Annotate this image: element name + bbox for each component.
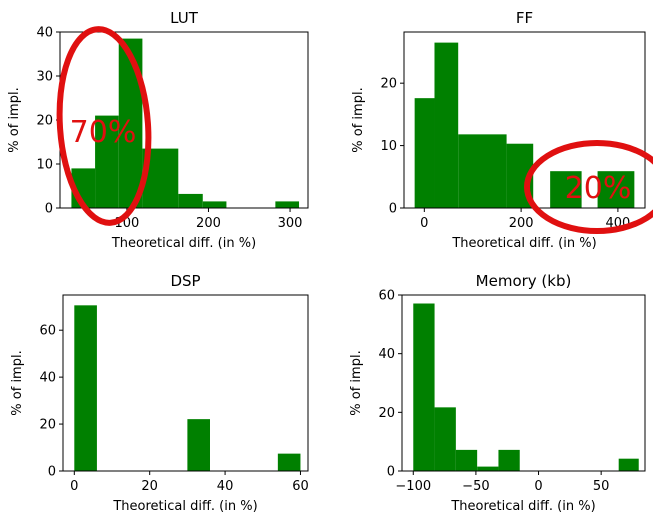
subplot-3: 0 20 40 60 0 20 40 60 DSP Theoretical diff. (in %… — [10, 272, 309, 514]
x-axis-label: Theoretical diff. (in %) — [111, 236, 256, 251]
y-tick-label: 10 — [380, 139, 397, 154]
x-tick-label: 0 — [420, 216, 428, 231]
y-tick-label: 40 — [378, 347, 395, 362]
subplot-title: FF — [516, 9, 533, 27]
histogram-bar — [414, 98, 435, 208]
annotation-circle — [524, 140, 653, 234]
histogram-bar — [618, 458, 639, 471]
subplot-title: LUT — [170, 9, 199, 27]
axes-frame — [401, 294, 646, 472]
x-tick-label: −100 — [395, 479, 431, 494]
x-axis-label: Theoretical diff. (in %) — [450, 499, 595, 514]
histogram-bar — [434, 42, 459, 209]
subplot-4: −100 −50 0 50 0 20 40 60 Memory (kb) Theoretical … — [349, 272, 646, 514]
x-tick-label: 20 — [141, 479, 158, 494]
y-tick-label: 60 — [378, 289, 395, 304]
y-tick-label: 20 — [36, 114, 53, 129]
y-tick-label: 10 — [36, 158, 53, 173]
x-tick-label: 200 — [509, 216, 534, 231]
histogram-bar — [187, 419, 210, 471]
x-tick-label: 200 — [196, 216, 221, 231]
y-tick-label: 40 — [39, 371, 56, 386]
histogram-bar — [434, 407, 456, 471]
histogram-bar — [477, 466, 499, 471]
x-tick-label: 0 — [534, 479, 542, 494]
x-tick-label: 300 — [278, 216, 303, 231]
y-tick-label: 30 — [36, 70, 53, 85]
histogram-bar — [413, 303, 435, 471]
y-axis-label: % of impl. — [349, 350, 364, 415]
y-tick-label: 60 — [39, 324, 56, 339]
y-tick-label: 0 — [387, 465, 395, 480]
y-tick-label: 20 — [39, 418, 56, 433]
y-tick-label: 20 — [378, 406, 395, 421]
x-axis-label: Theoretical diff. (in %) — [112, 499, 257, 514]
annotation-circle — [56, 26, 152, 226]
axes-frame — [403, 31, 646, 209]
histogram-bar — [458, 134, 507, 208]
histogram-bar — [455, 449, 478, 471]
histogram-bar — [95, 115, 119, 208]
subplot-title: Memory (kb) — [476, 272, 572, 290]
histogram-bar — [275, 201, 300, 208]
axes-frame — [62, 294, 309, 472]
y-axis-label: % of impl. — [351, 87, 366, 152]
y-tick-label: 0 — [389, 202, 397, 217]
subplot-title: DSP — [170, 272, 200, 290]
x-tick-label: 40 — [217, 479, 234, 494]
y-axis-label: % of impl. — [10, 350, 25, 415]
x-tick-label: −50 — [462, 479, 489, 494]
y-tick-label: 20 — [380, 77, 397, 92]
annotation-label: 70% — [70, 115, 137, 150]
histogram-bar — [498, 449, 520, 471]
y-tick-label: 0 — [48, 465, 56, 480]
y-tick-label: 40 — [36, 26, 53, 41]
histogram-bar — [277, 453, 301, 471]
annotation-label: 20% — [565, 171, 632, 206]
histogram-bar — [118, 38, 143, 208]
y-axis-label: % of impl. — [7, 87, 22, 152]
y-tick-label: 0 — [45, 202, 53, 217]
histogram-bar — [74, 305, 97, 471]
x-axis-label: Theoretical diff. (in %) — [451, 236, 596, 251]
histogram-bar — [597, 171, 635, 208]
histogram-bar — [202, 201, 227, 208]
x-tick-label: 0 — [70, 479, 78, 494]
x-tick-label: 60 — [292, 479, 309, 494]
histogram-bar — [550, 171, 582, 208]
histogram-bar — [178, 193, 203, 208]
x-tick-label: 50 — [593, 479, 610, 494]
